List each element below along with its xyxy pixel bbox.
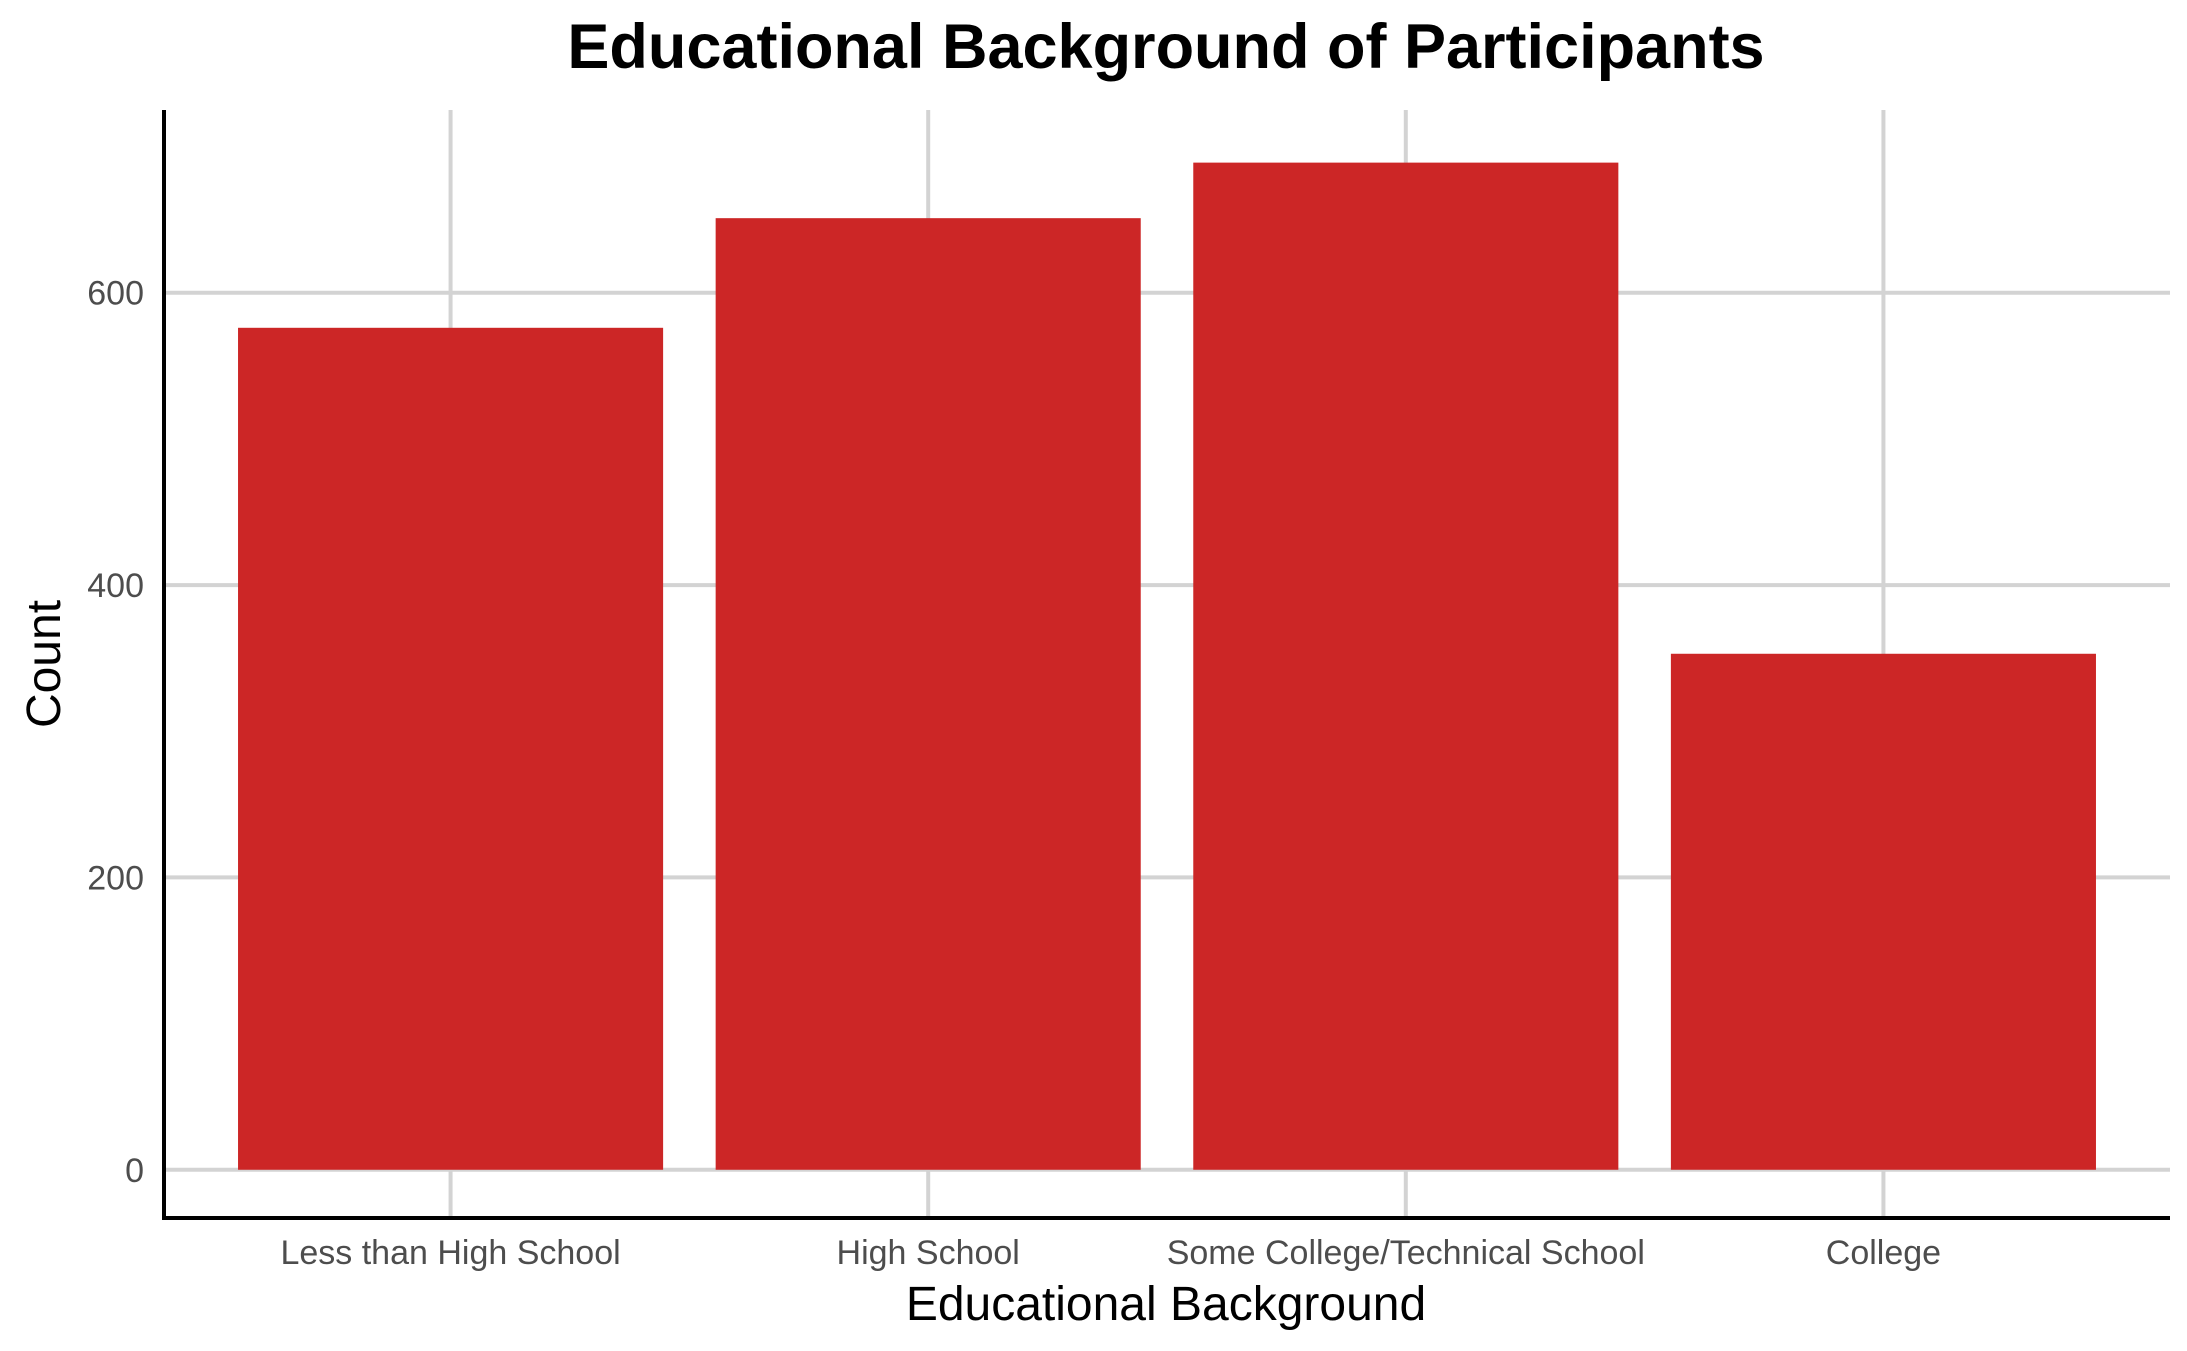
chart-title: Educational Background of Participants bbox=[567, 12, 1764, 82]
bars bbox=[238, 162, 2096, 1170]
bar bbox=[1670, 653, 2096, 1170]
axes bbox=[162, 110, 2170, 1220]
x-tick-labels: Less than High School High School Some Col… bbox=[280, 1234, 1941, 1272]
x-tick-label: Some College/Technical School bbox=[1167, 1234, 1645, 1272]
y-axis-title: Count bbox=[18, 600, 71, 728]
x-tick-label: College bbox=[1826, 1234, 1941, 1272]
x-tick-label: Less than High School bbox=[280, 1234, 620, 1272]
x-tick-label: High School bbox=[837, 1234, 1020, 1272]
y-tick-labels: 0 200 400 600 bbox=[87, 275, 144, 1190]
x-axis-title: Educational Background bbox=[906, 1278, 1426, 1331]
bar bbox=[238, 327, 664, 1170]
y-tick-label: 200 bbox=[87, 859, 144, 897]
y-tick-label: 400 bbox=[87, 567, 144, 605]
bar bbox=[1193, 162, 1619, 1170]
y-tick-label: 600 bbox=[87, 275, 144, 313]
bar bbox=[715, 218, 1141, 1170]
y-tick-label: 0 bbox=[125, 1152, 144, 1190]
